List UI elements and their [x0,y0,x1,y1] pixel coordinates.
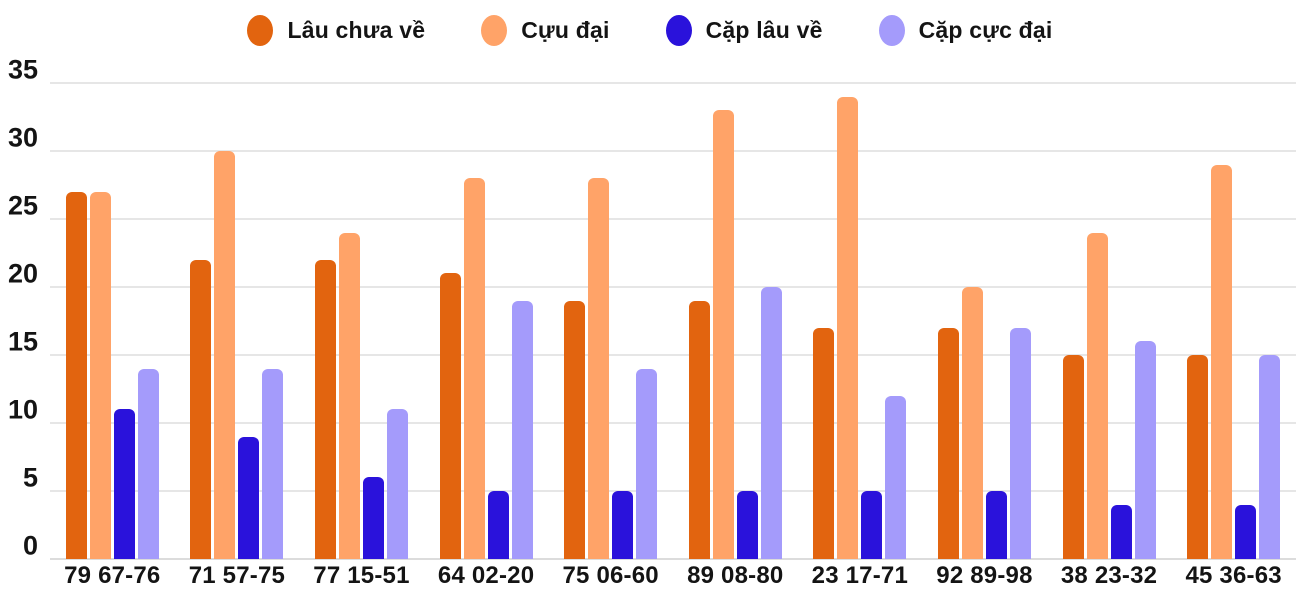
bar-series-3[interactable] [113,409,135,559]
bar-group [424,83,549,559]
baseline [50,558,1296,560]
bar-series-4[interactable] [511,300,533,559]
bar-series-3[interactable] [736,491,758,559]
legend: Lâu chưa về Cựu đại Cặp lâu về Cặp cực đại [0,8,1300,52]
gridline [50,354,1296,356]
gridline [50,82,1296,84]
legend-label: Cặp cực đại [918,16,1053,43]
x-tick-label: 79 67-76 [64,562,161,589]
bar-series-3[interactable] [362,477,384,559]
plot-area [50,82,1296,560]
legend-marker-circle-icon [665,14,692,46]
legend-marker-circle-icon [878,14,905,46]
bar-series-4[interactable] [760,287,782,559]
bar-group [299,83,424,559]
bar-series-1[interactable] [439,273,461,559]
bar-series-1[interactable] [564,300,586,559]
gridline [50,150,1296,152]
x-tick-label: 77 15-51 [313,562,410,589]
y-tick-label: 0 [22,530,38,561]
bar-series-4[interactable] [262,368,284,559]
bar-series-3[interactable] [487,491,509,559]
bar-series-3[interactable] [612,491,634,559]
bar-series-1[interactable] [1187,355,1209,559]
y-tick-label: 15 [7,326,38,357]
bar-series-2[interactable] [214,151,236,559]
bar-groups [50,83,1296,559]
x-tick-label: 89 08-80 [687,562,784,589]
bar-series-3[interactable] [985,491,1007,559]
bar-series-3[interactable] [1110,504,1132,559]
x-tick-label: 75 06-60 [562,562,659,589]
bar-series-4[interactable] [885,395,907,559]
y-tick-label: 5 [22,462,38,493]
bar-series-4[interactable] [1134,341,1156,559]
y-tick-label: 35 [7,54,38,85]
gridline [50,286,1296,288]
y-tick-label: 25 [7,190,38,221]
bar-group [673,83,798,559]
y-axis: 0 5 10 15 20 25 30 35 [0,56,42,561]
x-tick-label: 45 36-63 [1185,562,1282,589]
bar-group [175,83,300,559]
bar-series-1[interactable] [937,327,959,559]
bar-series-1[interactable] [65,191,87,559]
y-tick-label: 20 [7,258,38,289]
legend-item-3[interactable]: Cặp lâu về [665,14,823,46]
y-tick-label: 30 [7,122,38,153]
bar-series-3[interactable] [861,491,883,559]
x-tick-label: 71 57-75 [188,562,286,589]
bar-series-1[interactable] [688,300,710,559]
bar-group [1047,83,1172,559]
bar-series-2[interactable] [1211,164,1233,559]
bar-series-1[interactable] [1062,355,1084,559]
bar-series-2[interactable] [1086,232,1108,559]
bar-series-1[interactable] [314,259,336,559]
bar-group [798,83,923,559]
bar-series-3[interactable] [238,436,260,559]
bar-series-4[interactable] [636,368,658,559]
legend-label: Cựu đại [521,16,610,43]
legend-item-2[interactable]: Cựu đại [481,14,610,46]
bar-series-2[interactable] [89,191,111,559]
bar-group [50,83,175,559]
bar-series-2[interactable] [837,96,859,559]
bar-series-4[interactable] [1259,355,1281,559]
bar-series-1[interactable] [813,327,835,559]
bar-group [548,83,673,559]
x-tick-label: 64 02-20 [437,562,535,589]
x-tick-label: 92 89-98 [936,562,1033,589]
bar-series-4[interactable] [386,409,408,559]
bar-group [922,83,1047,559]
gridline [50,490,1296,492]
bar-group [1171,83,1296,559]
gridline [50,218,1296,220]
x-tick-label: 23 17-71 [811,562,909,589]
bar-series-2[interactable] [338,232,360,559]
x-axis: 79 67-76 71 57-75 77 15-51 64 02-20 75 06-60… [50,562,1296,598]
y-tick-label: 10 [7,394,38,425]
legend-label: Cặp lâu về [705,16,823,43]
bar-series-2[interactable] [588,178,610,559]
legend-item-4[interactable]: Cặp cực đại [878,14,1053,46]
x-tick-label: 38 23-32 [1060,562,1158,589]
legend-marker-circle-icon [481,14,508,46]
bar-series-1[interactable] [190,259,212,559]
bar-series-4[interactable] [1009,327,1031,559]
legend-marker-circle-icon [247,14,274,46]
legend-item-1[interactable]: Lâu chưa về [247,14,426,46]
bar-series-2[interactable] [712,110,734,559]
bar-series-2[interactable] [463,178,485,559]
bar-series-2[interactable] [961,287,983,559]
bar-series-3[interactable] [1235,504,1257,559]
gridline [50,422,1296,424]
bar-series-4[interactable] [137,368,159,559]
legend-label: Lâu chưa về [287,16,426,43]
